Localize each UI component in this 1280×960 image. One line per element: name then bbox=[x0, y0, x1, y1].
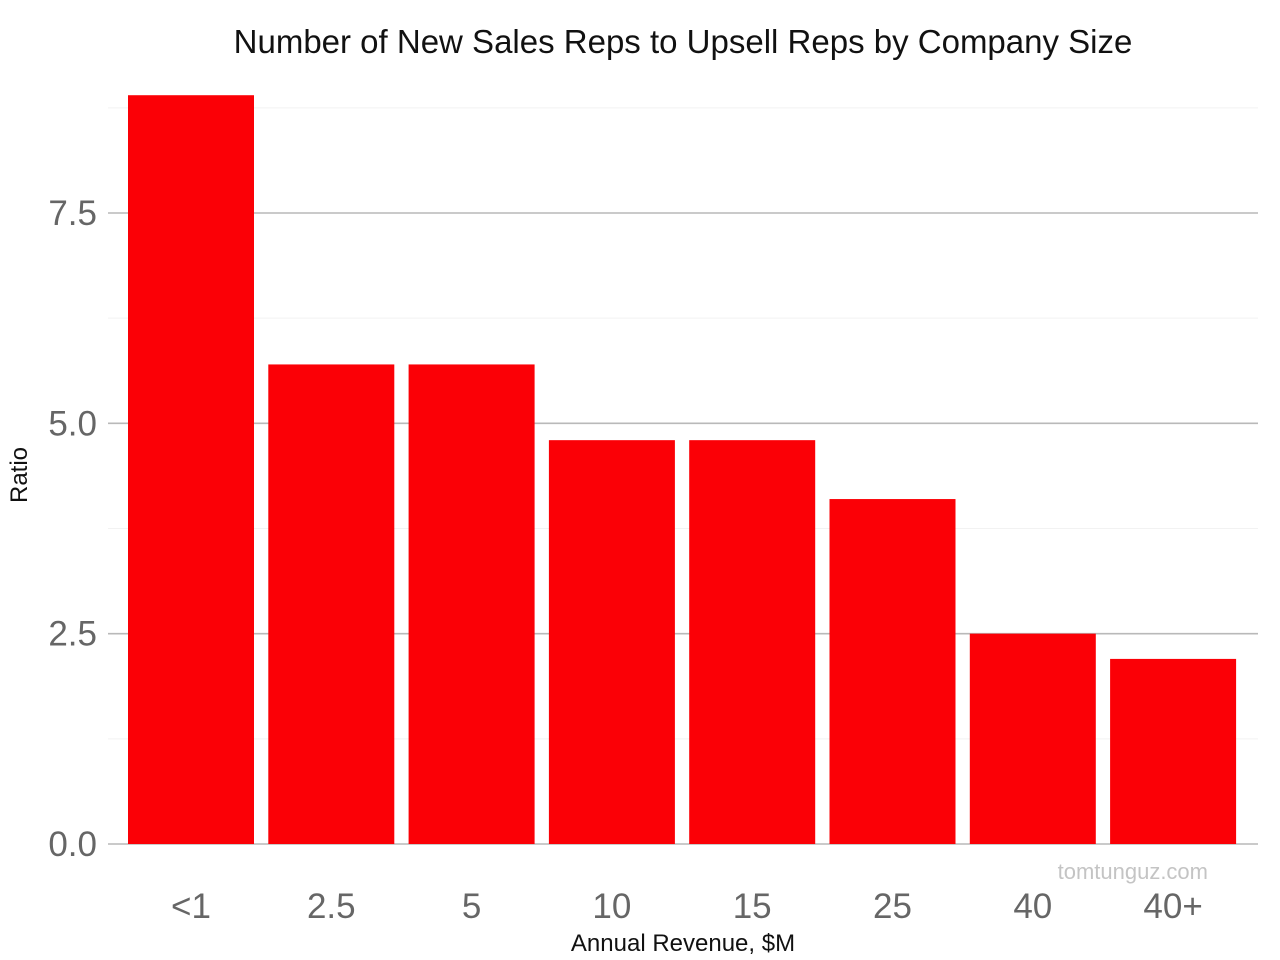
x-tick-label: 25 bbox=[873, 887, 912, 926]
y-axis-label: Ratio bbox=[6, 447, 33, 503]
bar bbox=[268, 364, 395, 844]
bar bbox=[1110, 658, 1237, 844]
bar bbox=[689, 440, 816, 844]
x-tick-label: 40+ bbox=[1143, 887, 1202, 926]
bar bbox=[829, 499, 956, 844]
x-axis-label: Annual Revenue, $M bbox=[571, 930, 795, 957]
x-axis-ticks: <1 2.5 5 10 15 25 40 40+ bbox=[171, 887, 1203, 926]
y-tick-label: 0.0 bbox=[48, 825, 97, 864]
x-tick-label: 5 bbox=[462, 887, 481, 926]
x-tick-label: 2.5 bbox=[307, 887, 356, 926]
bar bbox=[548, 440, 675, 844]
x-tick-label: 40 bbox=[1013, 887, 1052, 926]
bar bbox=[128, 95, 254, 845]
x-tick-label: <1 bbox=[171, 887, 211, 926]
y-tick-label: 2.5 bbox=[48, 615, 97, 654]
bar bbox=[969, 633, 1096, 844]
watermark: tomtunguz.com bbox=[1058, 859, 1208, 884]
chart-title: Number of New Sales Reps to Upsell Reps … bbox=[234, 23, 1133, 60]
bars bbox=[128, 95, 1237, 845]
x-tick-label: 10 bbox=[592, 887, 631, 926]
y-axis-ticks: 0.0 2.5 5.0 7.5 bbox=[48, 194, 97, 864]
y-tick-label: 7.5 bbox=[48, 194, 97, 233]
y-tick-label: 5.0 bbox=[48, 404, 97, 443]
bar bbox=[408, 364, 535, 844]
x-tick-label: 15 bbox=[733, 887, 772, 926]
